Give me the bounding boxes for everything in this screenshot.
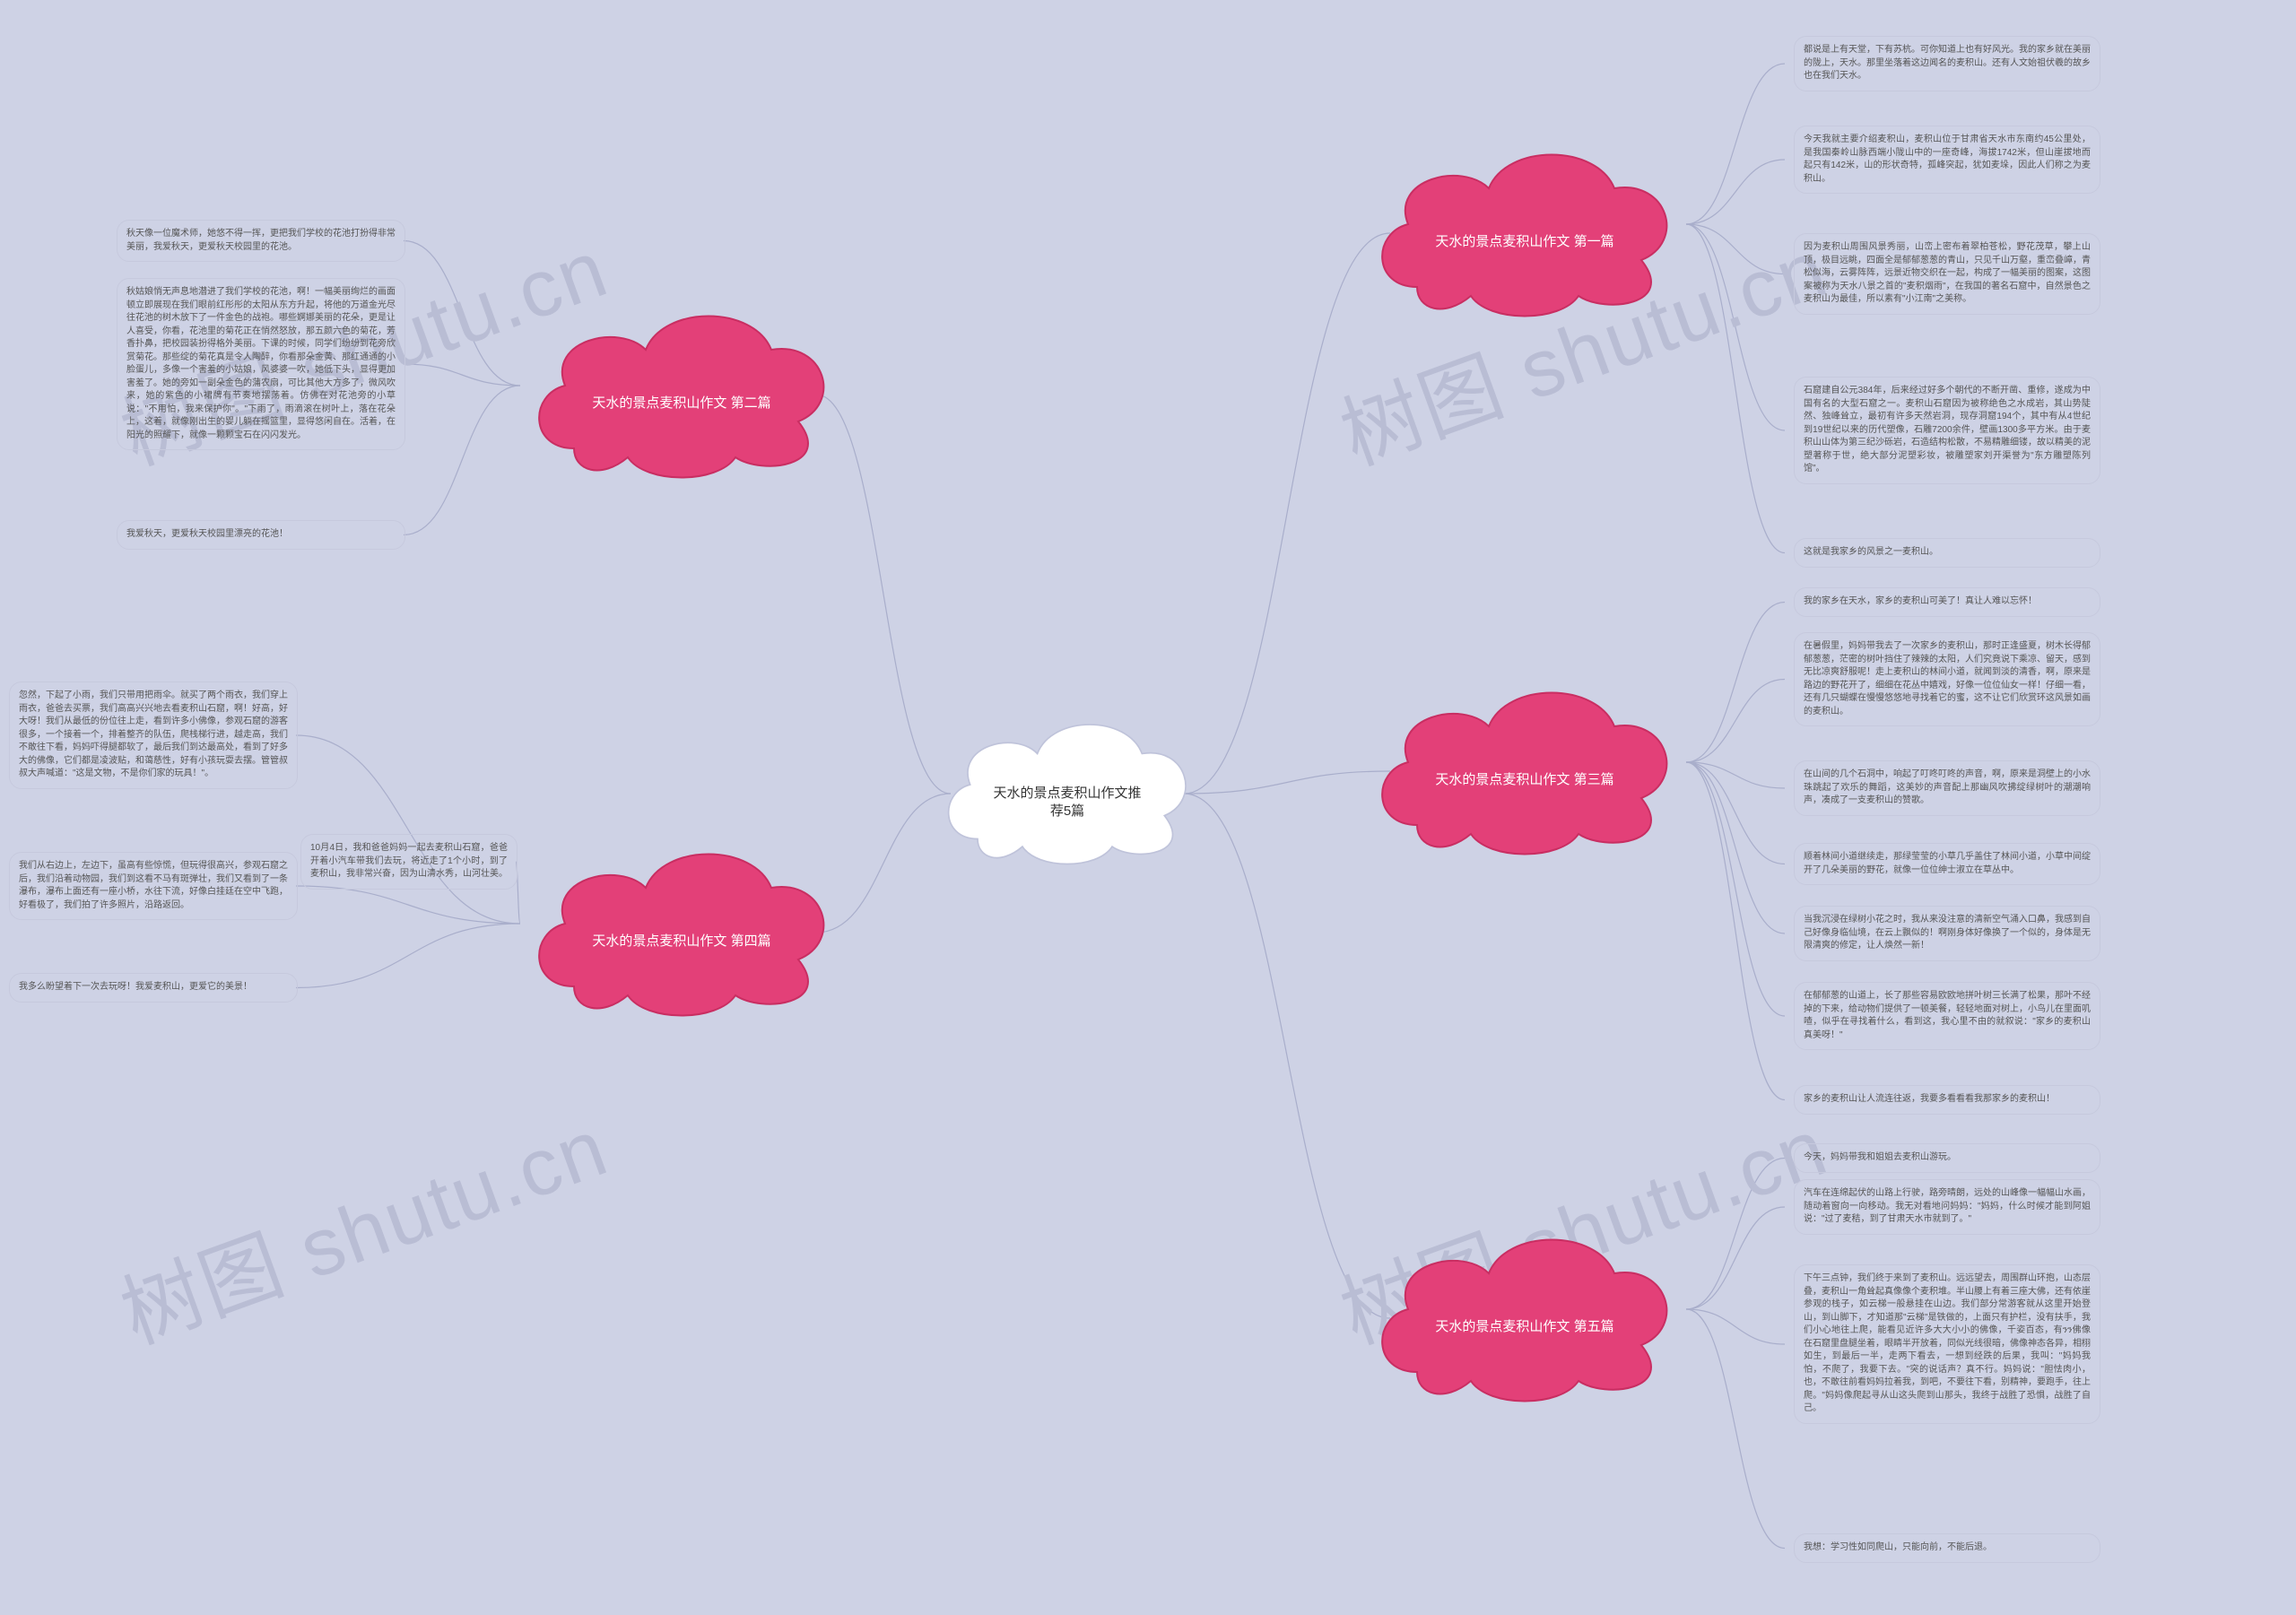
node-label: 天水的景点麦积山作文 第五篇	[1363, 1318, 1686, 1336]
node-label: 天水的景点麦积山作文推荐5篇	[933, 785, 1202, 820]
node-label: 天水的景点麦积山作文 第四篇	[520, 933, 843, 951]
leaf-text: 秋姑娘悄无声息地潜进了我们学校的花池，啊！一幅美丽绚烂的画面顿立即展现在我们眼前…	[117, 278, 405, 450]
leaf-text: 在郁郁葱的山道上，长了那些容易欧欧地拼叶树三长满了松果，那叶不经掉的下来，给动物…	[1794, 982, 2100, 1050]
leaf-text: 汽车在连绵起伏的山路上行驶，路旁晴朗，远处的山峰像一幅幅山水画，随动着窗向一向移…	[1794, 1179, 2100, 1235]
leaf-text: 我想：学习性如同爬山，只能向前，不能后退。	[1794, 1533, 2100, 1563]
leaf-text: 顺着林间小道继续走，那绿莹莹的小草几乎盖住了林间小道，小草中间绽开了几朵美丽的野…	[1794, 843, 2100, 885]
leaf-text: 秋天像一位魔术师，她悠不得一挥，更把我们学校的花池打扮得非常美丽，我爱秋天，更爱…	[117, 220, 405, 262]
branch-node: 天水的景点麦积山作文 第三篇	[1363, 664, 1686, 861]
branch-node: 天水的景点麦积山作文 第四篇	[520, 825, 843, 1022]
branch-node: 天水的景点麦积山作文 第五篇	[1363, 1211, 1686, 1408]
leaf-text: 在暑假里，妈妈带我去了一次家乡的麦积山，那时正逢盛夏，树木长得郁郁葱葱，茫密的树…	[1794, 632, 2100, 726]
leaf-text: 在山间的几个石洞中，响起了叮咚叮咚的声音，啊，原来是洞壁上的小水珠跳起了欢乐的舞…	[1794, 760, 2100, 816]
leaf-text: 我多么盼望着下一次去玩呀！我爱麦积山，更爱它的美景！	[9, 973, 298, 1003]
leaf-text: 我爱秋天，更爱秋天校园里漂亮的花池！	[117, 520, 405, 550]
branch-node: 天水的景点麦积山作文 第一篇	[1363, 126, 1686, 323]
leaf-text: 我们从右边上，左边下，虽高有些惊慌，但玩得很高兴，参观石窟之后，我们沿着动物园，…	[9, 852, 298, 920]
leaf-text: 家乡的麦积山让人流连往返，我要多看看看我那家乡的麦积山！	[1794, 1085, 2100, 1115]
leaf-text: 当我沉浸在绿树小花之时，我从来没注意的清新空气涌入口鼻，我感到自己好像身临仙境，…	[1794, 906, 2100, 961]
node-label: 天水的景点麦积山作文 第二篇	[520, 395, 843, 412]
leaf-text: 忽然，下起了小雨，我们只带用把雨伞。就买了两个雨衣，我们穿上雨衣，爸爸去买票，我…	[9, 682, 298, 789]
leaf-text: 今天我就主要介绍麦积山，麦积山位于甘肃省天水市东南约45公里处，是我国秦岭山脉西…	[1794, 126, 2100, 194]
leaf-text: 都说是上有天堂，下有苏杭。可你知道上也有好风光。我的家乡就在美丽的陇上，天水。那…	[1794, 36, 2100, 91]
watermark: 树图 shutu.cn	[103, 1082, 621, 1366]
root-node: 天水的景点麦积山作文推荐5篇	[933, 699, 1202, 870]
leaf-text: 下午三点钟，我们终于来到了麦积山。远远望去，周围群山环抱，山态层叠，麦积山一角耸…	[1794, 1264, 2100, 1424]
leaf-text: 这就是我家乡的风景之一麦积山。	[1794, 538, 2100, 568]
leaf-text: 今天，妈妈带我和姐姐去麦积山游玩。	[1794, 1143, 2100, 1173]
leaf-text: 10月4日，我和爸爸妈妈一起去麦积山石窟，爸爸开着小汽车带我们去玩，将近走了1个…	[300, 834, 517, 890]
leaf-text: 因为麦积山周围风景秀丽，山峦上密布着翠柏苍松，野花茂草，攀上山顶，极目远眺，四面…	[1794, 233, 2100, 315]
leaf-text: 石窟建自公元384年，后来经过好多个朝代的不断开凿、重修，遂成为中国有名的大型石…	[1794, 377, 2100, 484]
leaf-text: 我的家乡在天水，家乡的麦积山可美了！真让人难以忘怀！	[1794, 587, 2100, 617]
node-label: 天水的景点麦积山作文 第三篇	[1363, 771, 1686, 789]
node-label: 天水的景点麦积山作文 第一篇	[1363, 233, 1686, 251]
branch-node: 天水的景点麦积山作文 第二篇	[520, 287, 843, 484]
